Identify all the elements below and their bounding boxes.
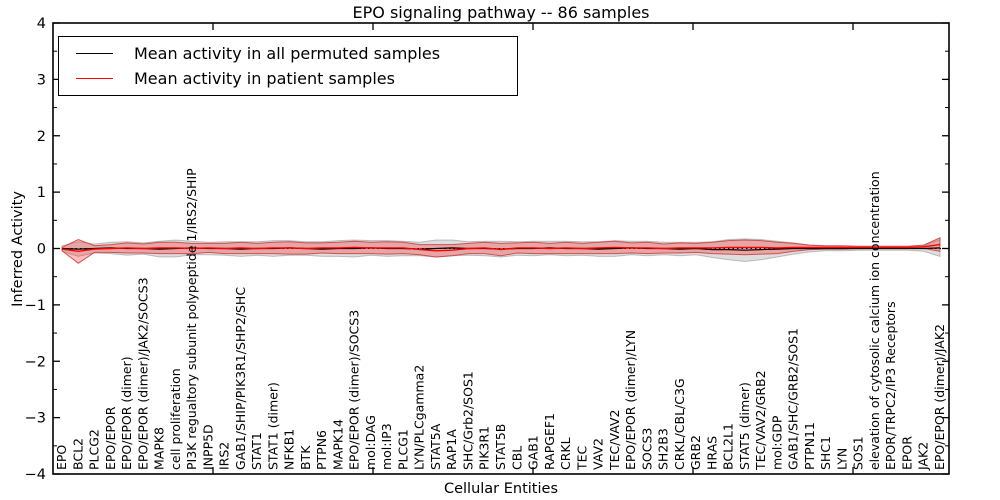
x-tick-label: RAP1A xyxy=(444,429,459,470)
x-tick-label: TEC xyxy=(574,445,589,471)
x-tick-labels: EPO BCL2 PLCG2 EPO/EPOR EPO/EPOR (dimer) EPO/… xyxy=(54,168,947,471)
y-tick-label: 3 xyxy=(37,72,46,88)
legend-item-patient: Mean activity in patient samples xyxy=(59,69,517,88)
x-tick-label: EPO/EPOR (dimer)/JAK2/SOCS3 xyxy=(135,277,150,470)
x-tick-label: EPO/EPOR (dimer)/LYN xyxy=(623,330,638,470)
legend-item-permuted: Mean activity in all permuted samples xyxy=(59,44,517,63)
y-tick-label: −1 xyxy=(25,298,46,314)
x-axis-label: Cellular Entities xyxy=(443,481,559,497)
x-tick-label: STAT1 (dimer) xyxy=(265,382,280,470)
x-tick-label: SH2B3 xyxy=(656,428,671,470)
x-tick-label: SHC/Grb2/SOS1 xyxy=(460,371,475,470)
x-tick-label: EPO/EPOR (dimer)/SOCS3 xyxy=(347,310,362,470)
x-tick-label: BCL2L1 xyxy=(721,423,736,470)
x-tick-label: mol:GDP xyxy=(769,415,784,470)
x-tick-label: PI3K regualtory subunit polypeptide 1/IR… xyxy=(184,168,199,470)
chart-title: EPO signaling pathway -- 86 samples xyxy=(352,3,650,22)
legend-label-permuted: Mean activity in all permuted samples xyxy=(134,43,441,63)
x-tick-label: TEC/VAV2 xyxy=(607,410,622,471)
x-tick-label: PIK3R1 xyxy=(477,426,492,470)
x-tick-label: CBL xyxy=(509,446,524,470)
x-tick-label: VAV2 xyxy=(591,438,606,470)
x-tick-label: CRKL/CBL/C3G xyxy=(672,378,687,470)
x-tick-label: EPOR/TRPC2/IP3 Receptors xyxy=(883,301,898,470)
x-tick-label: EPO/EPOR xyxy=(103,406,118,470)
legend-label-patient: Mean activity in patient samples xyxy=(134,69,395,89)
x-tick-label: SOS1 xyxy=(851,436,866,470)
x-tick-label: HRAS xyxy=(704,436,719,470)
y-tick-label: −2 xyxy=(25,354,46,370)
x-tick-label: BCL2 xyxy=(70,438,85,470)
y-tick-label: −4 xyxy=(25,467,46,483)
x-tick-label: SHC1 xyxy=(818,436,833,470)
x-tick-label: EPO/EPOR (dimer)/JAK2 xyxy=(932,324,947,470)
x-tick-label: GRB2 xyxy=(688,435,703,470)
x-tick-label: PLCG1 xyxy=(395,429,410,470)
y-tick-label: 4 xyxy=(37,16,46,32)
x-tick-label: mol:IP3 xyxy=(379,423,394,470)
x-tick-label: elevation of cytosolic calcium ion conce… xyxy=(867,171,882,470)
x-tick-label: EPO/EPOR (dimer) xyxy=(119,356,134,470)
x-tick-label: STAT1 xyxy=(249,432,264,470)
x-tick-label: STAT5B xyxy=(493,424,508,470)
y-axis-ticks: 4 3 2 1 0 −1 −2 −3 −4 xyxy=(25,16,949,483)
x-tick-label: JAK2 xyxy=(916,442,931,471)
x-tick-label: LYN xyxy=(834,448,849,470)
legend-line-sample-black xyxy=(76,52,113,54)
x-tick-label: EPO xyxy=(54,445,69,470)
patient-std-band xyxy=(61,237,941,264)
x-tick-label: SOCS3 xyxy=(639,428,654,470)
x-tick-label: EPOR xyxy=(899,436,914,470)
x-tick-label: MAPK8 xyxy=(152,427,167,470)
legend: Mean activity in all permuted samples Me… xyxy=(58,36,518,96)
x-tick-label: GAB1/SHIP/PIK3R1/SHP2/SHC xyxy=(233,287,248,470)
x-tick-label: TEC/VAV2/GRB2 xyxy=(753,370,768,471)
y-tick-label: 0 xyxy=(37,242,46,258)
x-tick-label: BTK xyxy=(298,445,313,470)
x-tick-label: cell proliferation xyxy=(168,368,183,470)
x-tick-label: STAT5A xyxy=(428,423,443,470)
x-tick-label: GAB1 xyxy=(526,435,541,470)
x-tick-label: LYN/PLCgamma2 xyxy=(412,365,427,470)
legend-line-sample-red xyxy=(76,78,113,80)
x-tick-label: STAT5 (dimer) xyxy=(737,382,752,470)
x-tick-label: RAPGEF1 xyxy=(542,413,557,470)
x-axis-ticks xyxy=(212,23,854,474)
x-tick-label: IRS2 xyxy=(217,442,232,470)
x-tick-label: PTPN6 xyxy=(314,430,329,470)
x-tick-label: MAPK14 xyxy=(330,419,345,470)
x-tick-label: PTPN11 xyxy=(802,422,817,470)
y-tick-label: 2 xyxy=(37,129,46,145)
x-tick-label: CRKL xyxy=(558,437,573,470)
x-tick-label: PLCG2 xyxy=(87,429,102,470)
y-tick-label: 1 xyxy=(37,185,46,201)
x-tick-label: INPP5D xyxy=(200,424,215,470)
y-tick-label: −3 xyxy=(25,411,46,427)
x-tick-label: NFKB1 xyxy=(282,429,297,470)
patient-mean-line xyxy=(61,243,941,253)
x-tick-label: GAB1/SHC/GRB2/SOS1 xyxy=(786,328,801,470)
x-tick-label: mol:DAG xyxy=(363,415,378,470)
